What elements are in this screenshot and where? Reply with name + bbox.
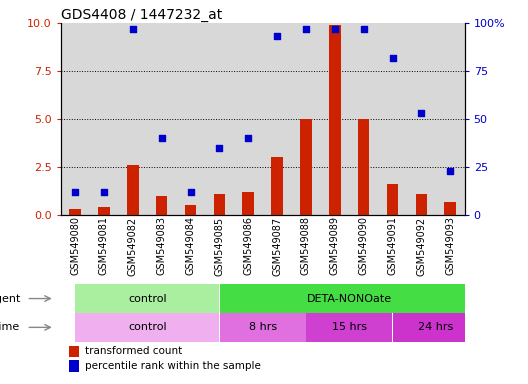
Bar	[127, 165, 139, 215]
Text: time: time	[0, 322, 21, 333]
Bar	[436, 23, 465, 215]
Text: percentile rank within the sample: percentile rank within the sample	[85, 361, 261, 371]
Bar	[378, 23, 407, 215]
Point	[129, 26, 137, 32]
Bar	[262, 23, 291, 215]
Bar	[185, 205, 196, 215]
Bar	[407, 23, 436, 215]
Point	[157, 135, 166, 141]
Bar	[76, 284, 219, 313]
Bar	[220, 284, 479, 313]
Text: 24 hrs: 24 hrs	[418, 322, 454, 333]
Text: GDS4408 / 1447232_at: GDS4408 / 1447232_at	[61, 8, 222, 22]
Bar	[349, 23, 378, 215]
Point	[301, 26, 310, 32]
Point	[100, 189, 108, 195]
Bar	[61, 23, 90, 215]
Bar	[416, 194, 427, 215]
Bar	[214, 194, 225, 215]
Bar	[320, 23, 349, 215]
Bar	[147, 23, 176, 215]
Bar	[393, 313, 479, 342]
Text: control: control	[128, 322, 167, 333]
Text: control: control	[128, 293, 167, 304]
Bar	[156, 196, 167, 215]
Bar	[69, 209, 81, 215]
Text: transformed count: transformed count	[85, 346, 182, 356]
Bar	[271, 157, 283, 215]
FancyBboxPatch shape	[69, 360, 79, 372]
Bar	[300, 119, 312, 215]
Bar	[76, 313, 219, 342]
Bar	[98, 207, 110, 215]
Bar	[329, 25, 341, 215]
Bar	[306, 313, 392, 342]
Bar	[291, 23, 320, 215]
FancyBboxPatch shape	[69, 346, 79, 357]
Bar	[445, 202, 456, 215]
Point	[360, 26, 368, 32]
Bar	[234, 23, 262, 215]
Bar	[118, 23, 147, 215]
Bar	[205, 23, 234, 215]
Point	[273, 33, 281, 40]
Bar	[90, 23, 118, 215]
Point	[417, 110, 426, 116]
Bar	[242, 192, 254, 215]
Bar	[176, 23, 205, 215]
Text: 8 hrs: 8 hrs	[249, 322, 277, 333]
Point	[215, 145, 224, 151]
Bar	[386, 184, 398, 215]
Point	[331, 26, 339, 32]
Text: 15 hrs: 15 hrs	[332, 322, 367, 333]
Point	[71, 189, 79, 195]
Point	[446, 168, 455, 174]
Point	[244, 135, 252, 141]
Text: DETA-NONOate: DETA-NONOate	[307, 293, 392, 304]
Bar	[358, 119, 370, 215]
Text: agent: agent	[0, 293, 21, 304]
Bar	[220, 313, 306, 342]
Point	[186, 189, 195, 195]
Point	[388, 55, 397, 61]
